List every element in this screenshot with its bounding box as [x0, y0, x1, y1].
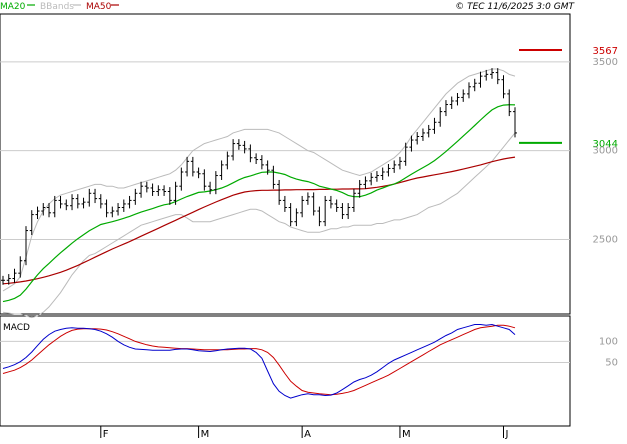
- macd-panel: [0, 315, 571, 427]
- copyright-text: © TEC 11/6/2025 3:0 GMT: [455, 2, 575, 12]
- bb-lower-line: [2, 132, 516, 319]
- legend-ma20: MA20: [0, 2, 26, 12]
- macd-y-tick-label: 50: [605, 358, 618, 369]
- legend-bbands: BBands: [40, 2, 74, 12]
- price-y-tick-label: 3500: [593, 57, 618, 68]
- price-levels: 3567 3044: [519, 46, 618, 150]
- price-panel: [0, 13, 571, 315]
- macd-y-tick-label: 100: [599, 336, 618, 347]
- macd-title: MACD: [3, 323, 30, 333]
- x-tick-label: M: [201, 429, 210, 440]
- resistance-level-label: 3567: [593, 46, 618, 57]
- moving-averages: [2, 104, 516, 303]
- ma50-line: [2, 156, 516, 285]
- x-tick-label: J: [504, 429, 508, 440]
- price-bars: [1, 68, 517, 285]
- price-y-tick-label: 2500: [593, 234, 618, 245]
- macd-line: [2, 323, 516, 399]
- x-tick-label: M: [402, 429, 411, 440]
- price-y-tick-label: 3000: [593, 146, 618, 157]
- grid-layer: [0, 61, 570, 364]
- legend-ma50: MA50: [86, 2, 112, 12]
- ma20-line: [2, 104, 516, 303]
- axis-labels: 2500 3000 3500 50 100 F M A M J: [100, 57, 618, 440]
- macd-lines: [2, 323, 516, 399]
- bollinger-bands: [2, 68, 516, 319]
- bb-upper-line: [2, 68, 516, 292]
- x-tick-label: F: [103, 429, 109, 440]
- x-tick-label: A: [304, 429, 311, 440]
- support-level-label: 3044: [593, 139, 618, 150]
